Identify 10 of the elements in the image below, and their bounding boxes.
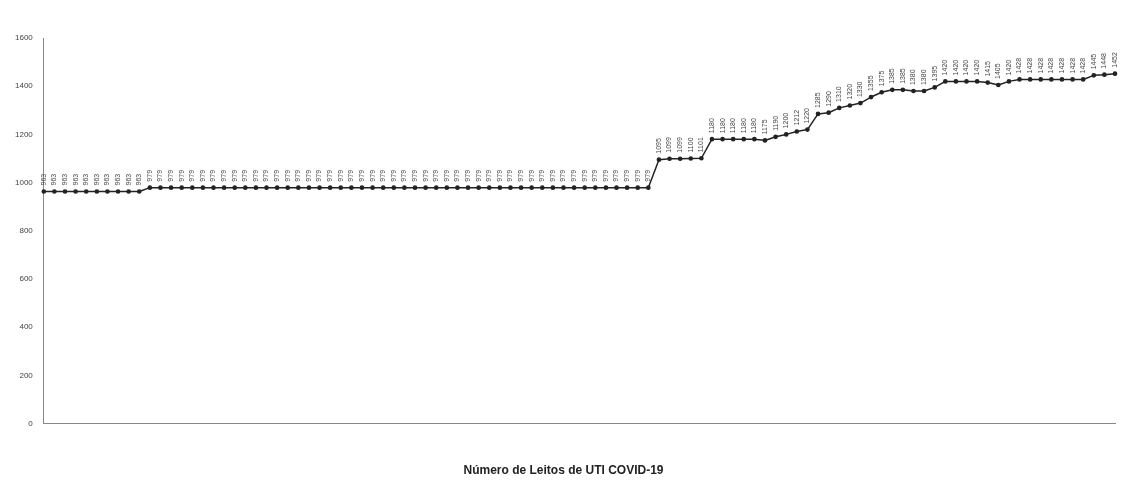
y-tick-label: 1000 (15, 177, 34, 187)
y-tick-label: 800 (19, 226, 34, 235)
y-tick-label: 400 (19, 322, 34, 332)
y-tick-label: 1400 (15, 81, 34, 91)
y-tick-label: 600 (19, 274, 34, 284)
y-tick-label: 0 (28, 418, 34, 428)
y-tick-label: 1600 (15, 33, 34, 43)
text: Número de Leitos de UTI COVID-19 (463, 463, 664, 478)
y-tick-label: 200 (19, 370, 34, 380)
y-tick-label: 1200 (15, 129, 34, 139)
